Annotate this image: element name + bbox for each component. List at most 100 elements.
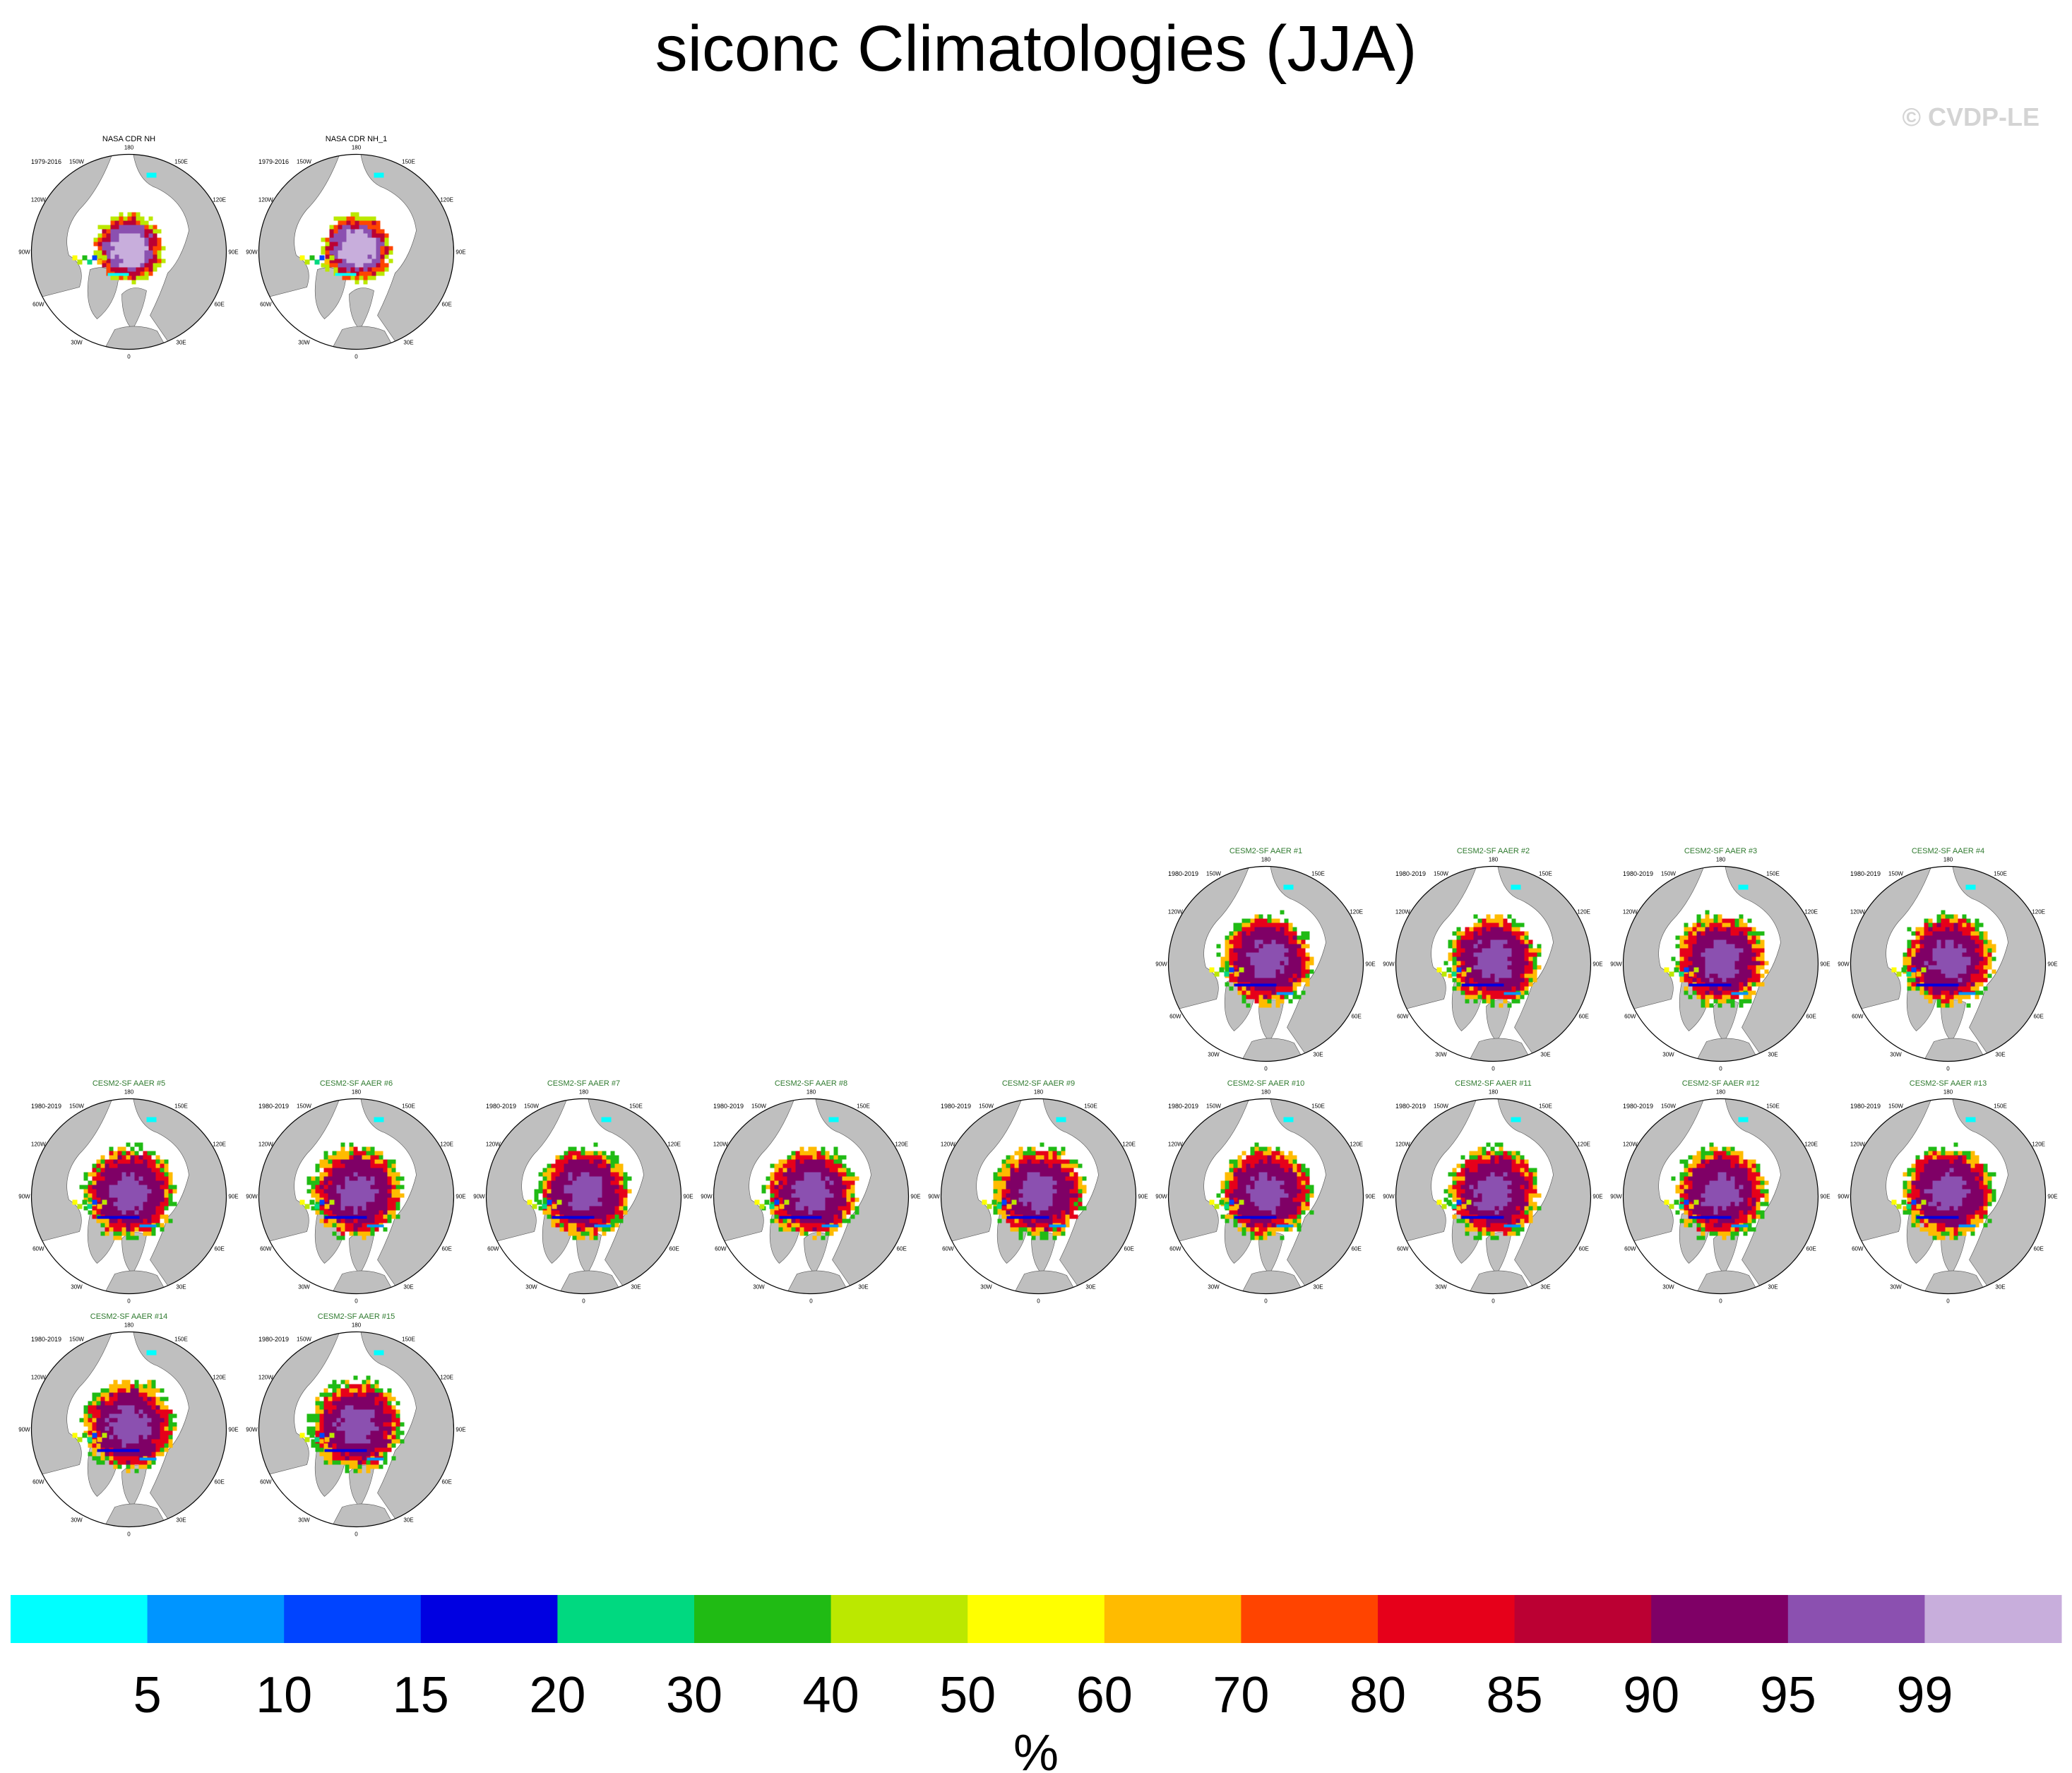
ice-cell — [1696, 939, 1701, 944]
ice-cell — [148, 225, 153, 230]
ice-cell — [1528, 961, 1533, 966]
ice-cell — [1503, 978, 1508, 983]
ice-cell — [345, 1223, 350, 1228]
ice-cell — [1693, 967, 1699, 973]
ice-cell — [371, 220, 376, 225]
ice-cell — [340, 1210, 345, 1215]
ice-cell — [329, 229, 334, 234]
ice-cell — [102, 229, 107, 234]
ice-cell — [572, 1210, 577, 1215]
ice-cell — [379, 1193, 383, 1198]
ice-cell — [602, 1151, 607, 1156]
ice-cell — [97, 233, 102, 238]
ice-cell — [1040, 1168, 1044, 1173]
ice-cell — [804, 1231, 809, 1236]
ice-cell — [1237, 1168, 1242, 1173]
ice-cell — [1280, 978, 1285, 983]
ice-cell — [1301, 1206, 1306, 1211]
ice-cell — [1696, 1210, 1701, 1215]
ice-cell — [1482, 1193, 1487, 1198]
ice-cell — [782, 1189, 787, 1194]
ice-cell — [1283, 1117, 1294, 1122]
ice-cell — [770, 1210, 775, 1215]
ice-cell — [1743, 944, 1748, 949]
ice-cell — [357, 1231, 362, 1236]
ice-cell — [829, 1159, 834, 1164]
ice-cell — [1267, 1206, 1272, 1211]
ice-cell — [380, 254, 385, 259]
ice-cell — [1507, 1210, 1512, 1215]
ice-cell — [172, 1202, 177, 1206]
ice-cell — [1528, 1218, 1533, 1223]
longitude-label: 120E — [1350, 909, 1363, 915]
ice-cell — [1258, 956, 1263, 961]
ice-cell — [1928, 999, 1933, 1004]
ice-cell — [388, 246, 393, 251]
ice-cell — [123, 263, 128, 268]
ice-cell — [1305, 944, 1310, 949]
ice-cell — [1027, 1210, 1032, 1215]
ice-cell — [362, 1151, 367, 1156]
longitude-label: 120E — [1577, 909, 1590, 915]
ice-cell — [1048, 1214, 1053, 1219]
ice-cell — [1490, 995, 1495, 1000]
ice-cell — [1052, 1218, 1057, 1223]
ice-cell — [1280, 952, 1285, 957]
ice-cell — [346, 250, 351, 255]
ice-cell — [151, 1210, 156, 1215]
ice-cell — [1979, 990, 1984, 995]
ice-cell — [332, 1155, 337, 1160]
ice-cell — [1490, 999, 1495, 1004]
ice-cell — [821, 1176, 826, 1181]
ice-cell — [1490, 1176, 1495, 1181]
ice-cell — [151, 1231, 156, 1236]
ice-cell — [130, 1197, 135, 1202]
ice-cell — [774, 1163, 779, 1168]
ice-cell — [1052, 1180, 1057, 1185]
ice-cell — [138, 1159, 143, 1164]
ice-cell — [1465, 990, 1470, 995]
ice-cell — [1477, 923, 1482, 927]
ice-cell — [323, 1223, 328, 1228]
ice-cell — [136, 233, 141, 238]
ice-cell — [1743, 923, 1748, 927]
ice-cell — [168, 1172, 173, 1177]
ice-cell — [1911, 931, 1916, 936]
ice-cell — [1288, 1193, 1293, 1198]
ice-cell — [1936, 944, 1941, 949]
ice-cell — [1271, 1151, 1276, 1156]
ice-cell — [1078, 1180, 1083, 1185]
ice-cell — [374, 1180, 379, 1185]
ice-cell — [576, 1155, 581, 1160]
ice-cell — [623, 1176, 628, 1181]
ice-cell — [829, 1210, 834, 1215]
panel-period: 1979-2016 — [31, 158, 61, 165]
ice-cell — [812, 1210, 817, 1215]
ice-cell — [136, 275, 141, 280]
ice-cell — [1271, 1159, 1276, 1164]
ice-cell — [1073, 1180, 1078, 1185]
ice-cell — [1511, 995, 1516, 1000]
ice-cell — [114, 229, 119, 234]
ice-cell — [1448, 939, 1453, 944]
ice-cell — [1280, 939, 1285, 944]
ice-cell — [1705, 1155, 1710, 1160]
ice-cell — [117, 1197, 122, 1202]
ice-cell — [1250, 990, 1255, 995]
ice-cell — [1052, 1227, 1057, 1232]
ice-cell — [384, 250, 389, 255]
ice-cell — [1482, 978, 1487, 983]
ice-cell — [109, 1180, 114, 1185]
ice-cell — [1006, 1180, 1011, 1185]
ice-cell — [1280, 1163, 1285, 1168]
ice-cell — [93, 237, 98, 242]
ice-cell — [1258, 986, 1263, 991]
ice-cell — [1010, 1163, 1015, 1168]
ice-cell — [1734, 965, 1739, 970]
ice-cell — [1891, 967, 1897, 973]
ice-cell — [366, 1185, 371, 1190]
ice-cell — [1688, 939, 1693, 944]
ice-cell — [329, 250, 334, 255]
ice-cell — [1271, 1185, 1276, 1190]
ice-cell — [1928, 961, 1933, 966]
